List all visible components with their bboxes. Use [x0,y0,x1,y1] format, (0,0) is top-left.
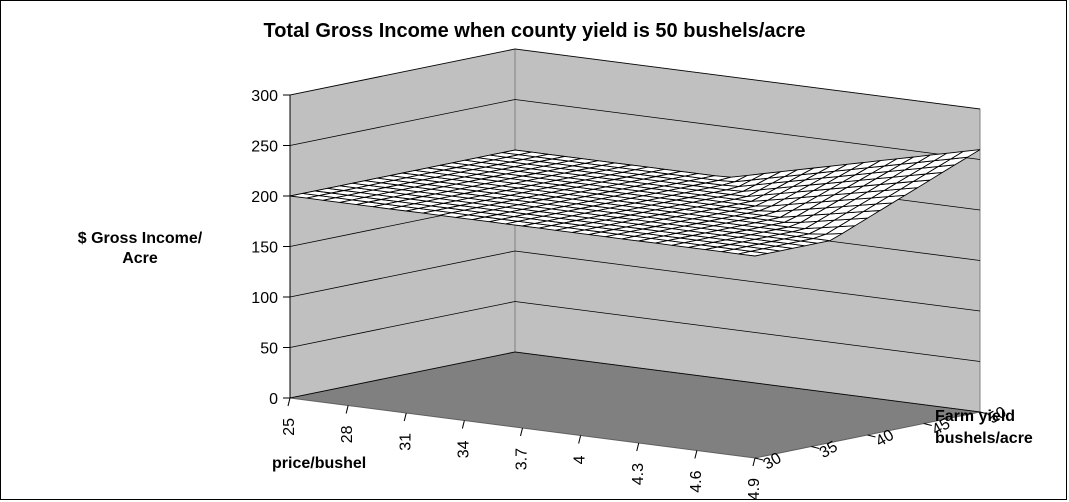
z-axis-label-line-1: $ Gross Income/ [77,230,203,247]
y-tick-label: 50 [986,404,1010,428]
y-tick-label: 30 [761,450,785,474]
x-tick-label: 3.7 [514,448,531,470]
x-axis-label: price/bushel [272,455,367,472]
y-axis-label-line-1: Farm yield [935,408,1016,425]
z-tick-label: 250 [251,139,278,156]
x-tick-label: 4.3 [630,463,647,485]
y-axis-label-line-2: bushels/acre [935,430,1033,447]
y-tick-mark [979,411,989,415]
y-tick-mark [754,457,764,461]
z-tick-label: 150 [251,240,278,257]
z-gridline [289,48,981,110]
z-gridline [289,250,981,312]
y-tick-mark [923,423,932,426]
x-tick-mark [578,435,582,444]
z-gridline [289,301,981,362]
z-tick-label: 100 [251,290,278,307]
x-tick-mark [636,442,640,452]
x-tick-mark [461,420,465,429]
y-tick-label: 45 [929,415,953,439]
z-gridline [289,351,981,413]
x-tick-mark [752,457,756,467]
z-tick-label: 50 [260,341,278,358]
x-tick-mark [345,405,349,414]
x-tick-mark [403,412,407,422]
x-tick-mark [287,397,291,407]
y-tick-label: 40 [873,427,897,451]
x-tick-label: 31 [397,433,414,451]
x-tick-label: 25 [281,418,298,436]
x-tick-mark [694,450,698,459]
z-gridline [289,99,981,160]
chart-title: Total Gross Income when county yield is … [263,20,806,42]
y-tick-label: 35 [817,438,841,462]
surface-cell [950,149,981,160]
x-tick-label: 4.6 [688,470,705,492]
z-tick-label: 300 [251,88,278,105]
x-tick-label: 28 [339,425,356,443]
z-tick-label: 0 [269,391,278,408]
y-tick-mark [867,434,876,438]
x-tick-label: 4 [572,455,589,464]
z-tick-label: 200 [251,189,278,206]
x-tick-mark [520,427,523,437]
z-axis-label-line-2: Acre [122,250,158,267]
x-tick-label: 34 [455,440,472,458]
x-tick-label: 4.9 [746,478,763,500]
y-tick-mark [811,446,820,449]
